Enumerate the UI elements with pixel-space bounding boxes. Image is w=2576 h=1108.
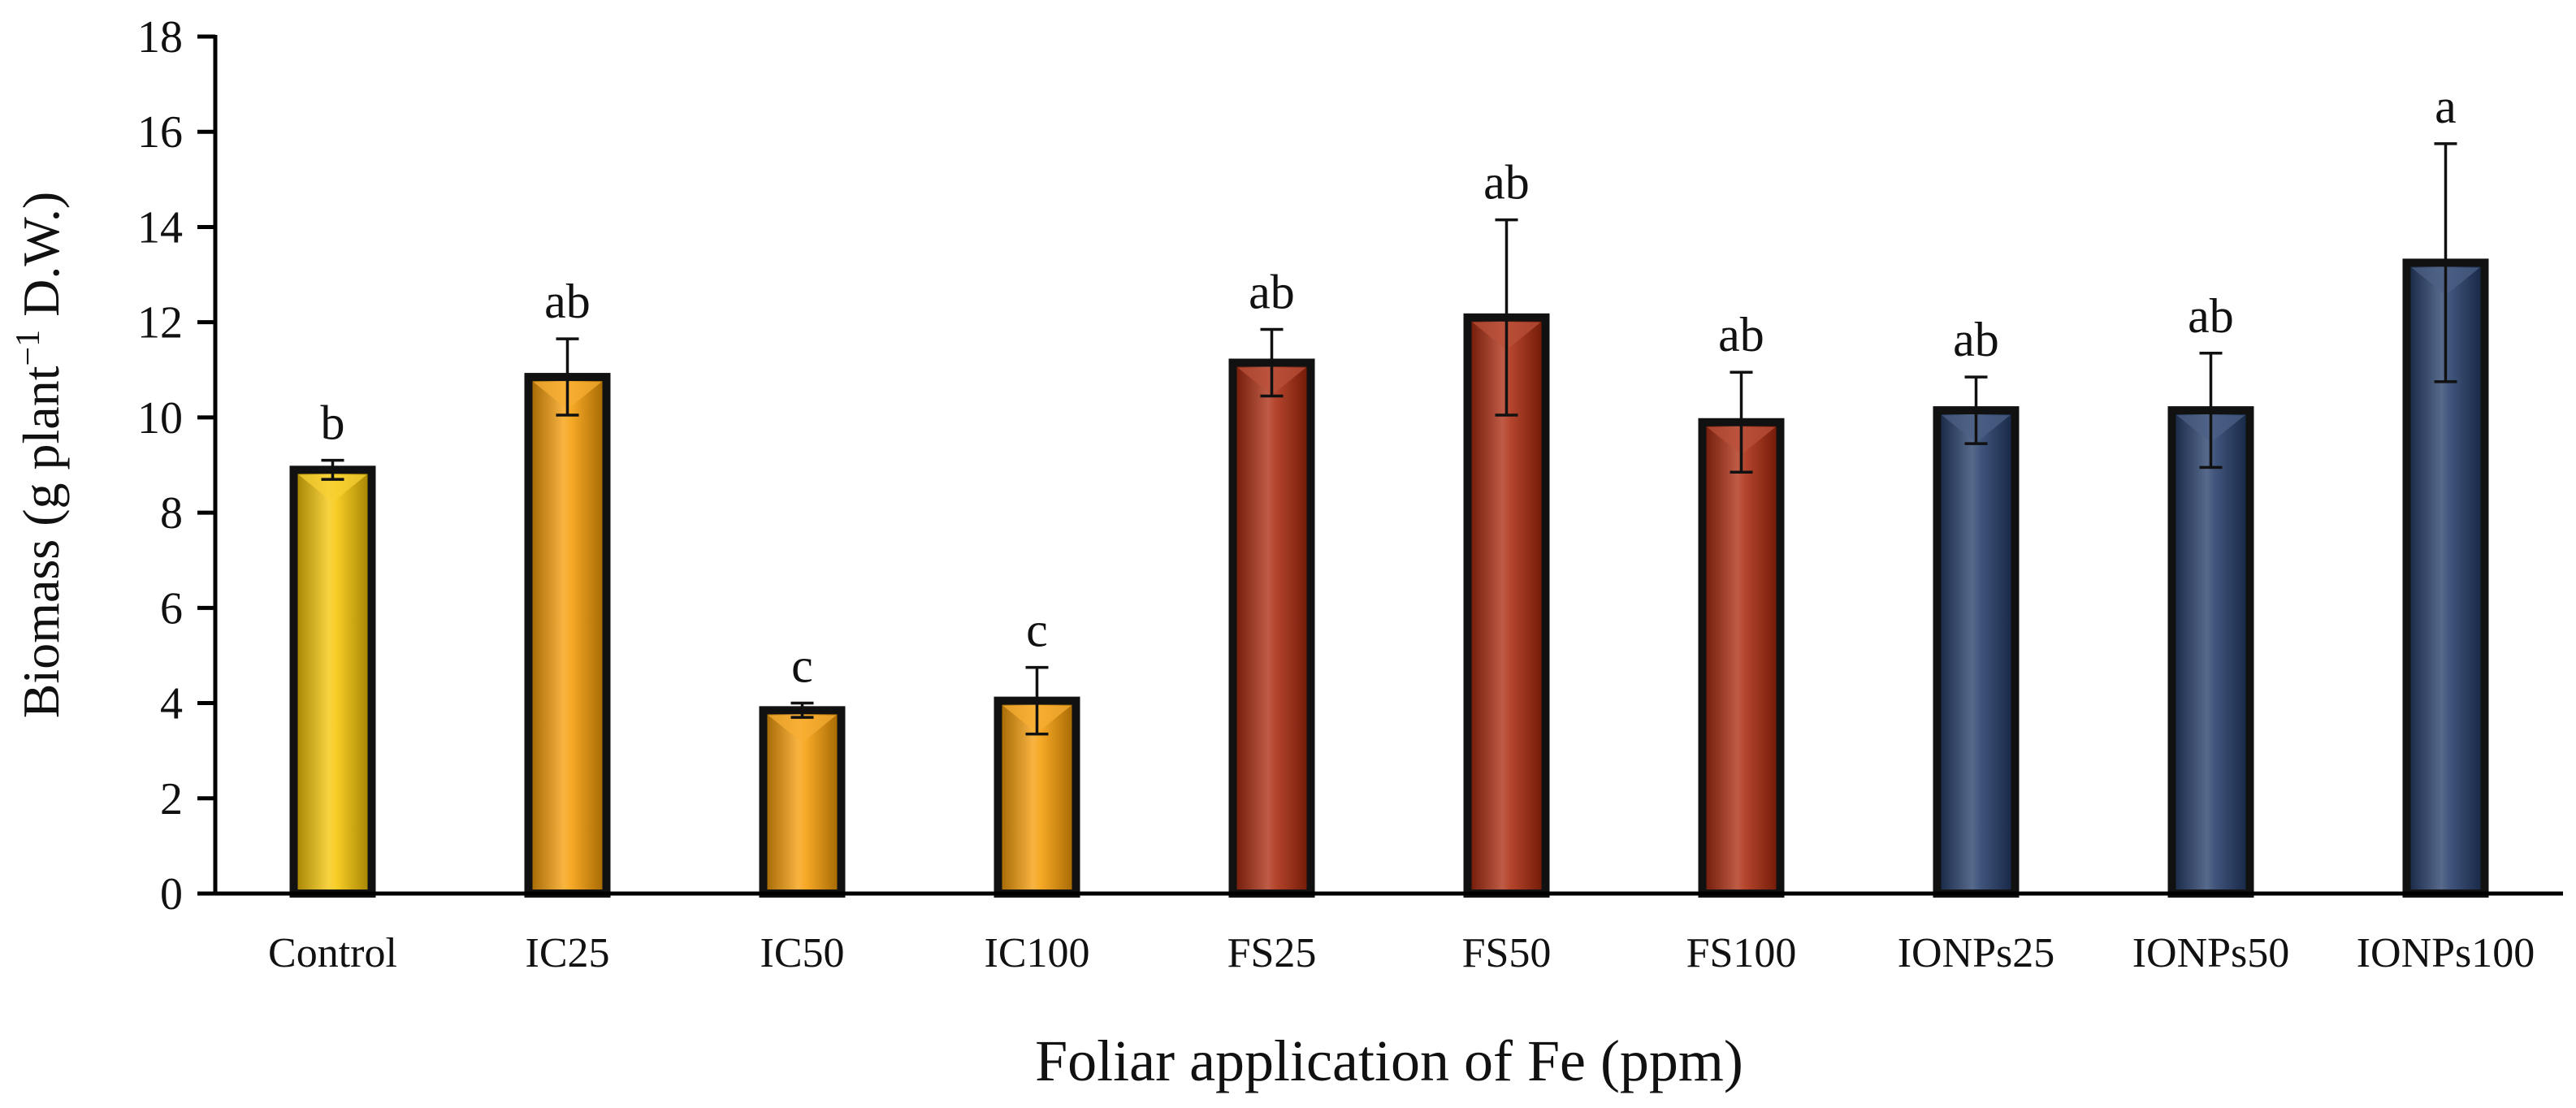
x-tick-label: FS100: [1686, 930, 1797, 976]
bar-ionps50: [2167, 406, 2254, 898]
bars: b ab c c ab ab ab ab ab a: [289, 80, 2489, 898]
bar-ic25: [524, 373, 611, 898]
bar-highlight: [298, 474, 367, 503]
bar-fs25: [1228, 358, 1315, 898]
x-tick-label: IONPs50: [2132, 930, 2290, 976]
error-bar: [1025, 665, 1049, 736]
y-tick-label: 14: [137, 202, 183, 253]
x-axis: Control IC25 IC50 IC100 FS25 FS50 FS100 IONPs25…: [215, 891, 2563, 976]
error-bar: [1495, 218, 1518, 417]
bar-ionps25: [1933, 406, 2020, 898]
y-axis: 0 2 4 6 8 10 12 14 16 18: [137, 12, 218, 920]
x-axis-title: Foliar application of Fe (ppm): [1035, 1028, 1743, 1093]
significance-label: ab: [1718, 308, 1764, 361]
significance-label: ab: [1249, 265, 1295, 318]
error-bar: [1964, 375, 1988, 445]
y-tick-label: 16: [137, 107, 183, 158]
bar-highlight: [768, 715, 837, 743]
y-axis-title-suffix: D.W.): [12, 192, 70, 330]
significance-label: c: [1026, 604, 1048, 657]
error-bar: [1730, 370, 1753, 474]
y-tick-label: 6: [160, 583, 183, 634]
significance-label: ab: [2188, 289, 2234, 343]
x-tick-label: IC25: [526, 930, 610, 976]
bar-control: [289, 465, 376, 898]
significance-label: ab: [1953, 313, 1999, 366]
y-axis-title-prefix: Biomass (g plant: [12, 366, 70, 718]
x-tick-label: IC50: [760, 930, 845, 976]
x-tick-label: IONPs100: [2357, 930, 2535, 976]
significance-label: a: [2435, 80, 2457, 133]
y-tick-label: 10: [137, 393, 183, 444]
y-tick-label: 18: [137, 12, 183, 63]
x-tick-label: FS25: [1227, 930, 1317, 976]
y-axis-title: Biomass (g plant−1 D.W.): [10, 192, 70, 719]
x-tick-label: IC100: [985, 930, 1090, 976]
x-tick-label: FS50: [1462, 930, 1552, 976]
significance-label: b: [321, 396, 345, 450]
bar-fs100: [1698, 418, 1785, 898]
y-axis-title-superscript: −1: [10, 330, 47, 366]
y-tick-label: 4: [160, 679, 183, 729]
error-bar: [2434, 142, 2457, 383]
error-bar: [321, 458, 344, 481]
error-bar: [2199, 352, 2223, 470]
y-tick-label: 12: [137, 298, 183, 348]
significance-label: ab: [1483, 156, 1530, 210]
significance-label: c: [791, 639, 813, 693]
significance-label: ab: [544, 275, 591, 328]
error-bar: [790, 701, 814, 719]
y-tick-label: 0: [160, 869, 183, 920]
error-bar: [556, 337, 579, 417]
error-bar: [1260, 327, 1284, 398]
x-tick-label: IONPs25: [1898, 930, 2055, 976]
x-tick-label: Control: [268, 930, 397, 976]
y-tick-label: 8: [160, 488, 183, 539]
y-tick-label: 2: [160, 774, 183, 825]
